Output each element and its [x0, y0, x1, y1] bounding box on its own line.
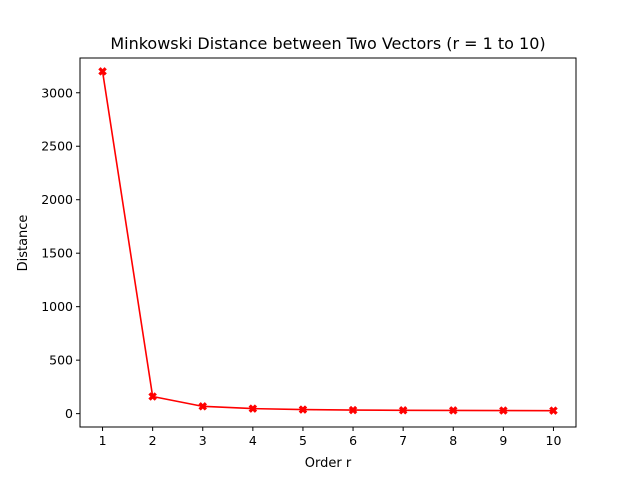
x-tick-label: 5 [299, 433, 307, 448]
data-point-marker [298, 405, 308, 414]
y-tick-label: 0 [65, 406, 73, 421]
x-tick-label: 10 [546, 433, 562, 448]
x-tick-label: 1 [99, 433, 107, 448]
data-point-marker [348, 405, 358, 415]
data-point-marker [98, 67, 107, 76]
y-tick-label: 2500 [41, 139, 73, 154]
plot-area-frame [79, 57, 577, 428]
x-axis-ticks: 1 2 3 4 5 6 7 8 9 10 [99, 427, 562, 448]
series-line [101, 71, 554, 412]
y-tick-label: 500 [49, 353, 73, 368]
y-tick-label: 1000 [41, 299, 73, 314]
x-tick-label: 2 [149, 433, 157, 448]
chart-title: Minkowski Distance between Two Vectors (… [110, 34, 545, 53]
x-tick-label: 6 [349, 433, 357, 448]
data-point-marker [198, 402, 208, 411]
data-point-marker [248, 404, 258, 413]
x-tick-label: 8 [449, 433, 457, 448]
x-axis-label: Order r [305, 456, 352, 471]
y-axis-ticks: 0 500 1000 1500 2000 2500 3000 [41, 85, 80, 421]
data-point-marker [398, 405, 408, 415]
y-tick-label: 1500 [41, 246, 73, 261]
series-layer [98, 67, 558, 415]
x-tick-label: 7 [399, 433, 407, 448]
x-tick-label: 4 [249, 433, 257, 448]
data-point-marker [448, 406, 458, 415]
y-axis-label: Distance [16, 215, 31, 272]
y-tick-label: 3000 [41, 85, 73, 100]
y-tick-label: 2000 [41, 192, 73, 207]
data-point-marker [549, 406, 558, 415]
x-tick-label: 9 [499, 433, 507, 448]
x-tick-label: 3 [199, 433, 207, 448]
data-point-marker [148, 392, 158, 401]
axes [79, 57, 577, 428]
data-point-marker [498, 406, 508, 415]
